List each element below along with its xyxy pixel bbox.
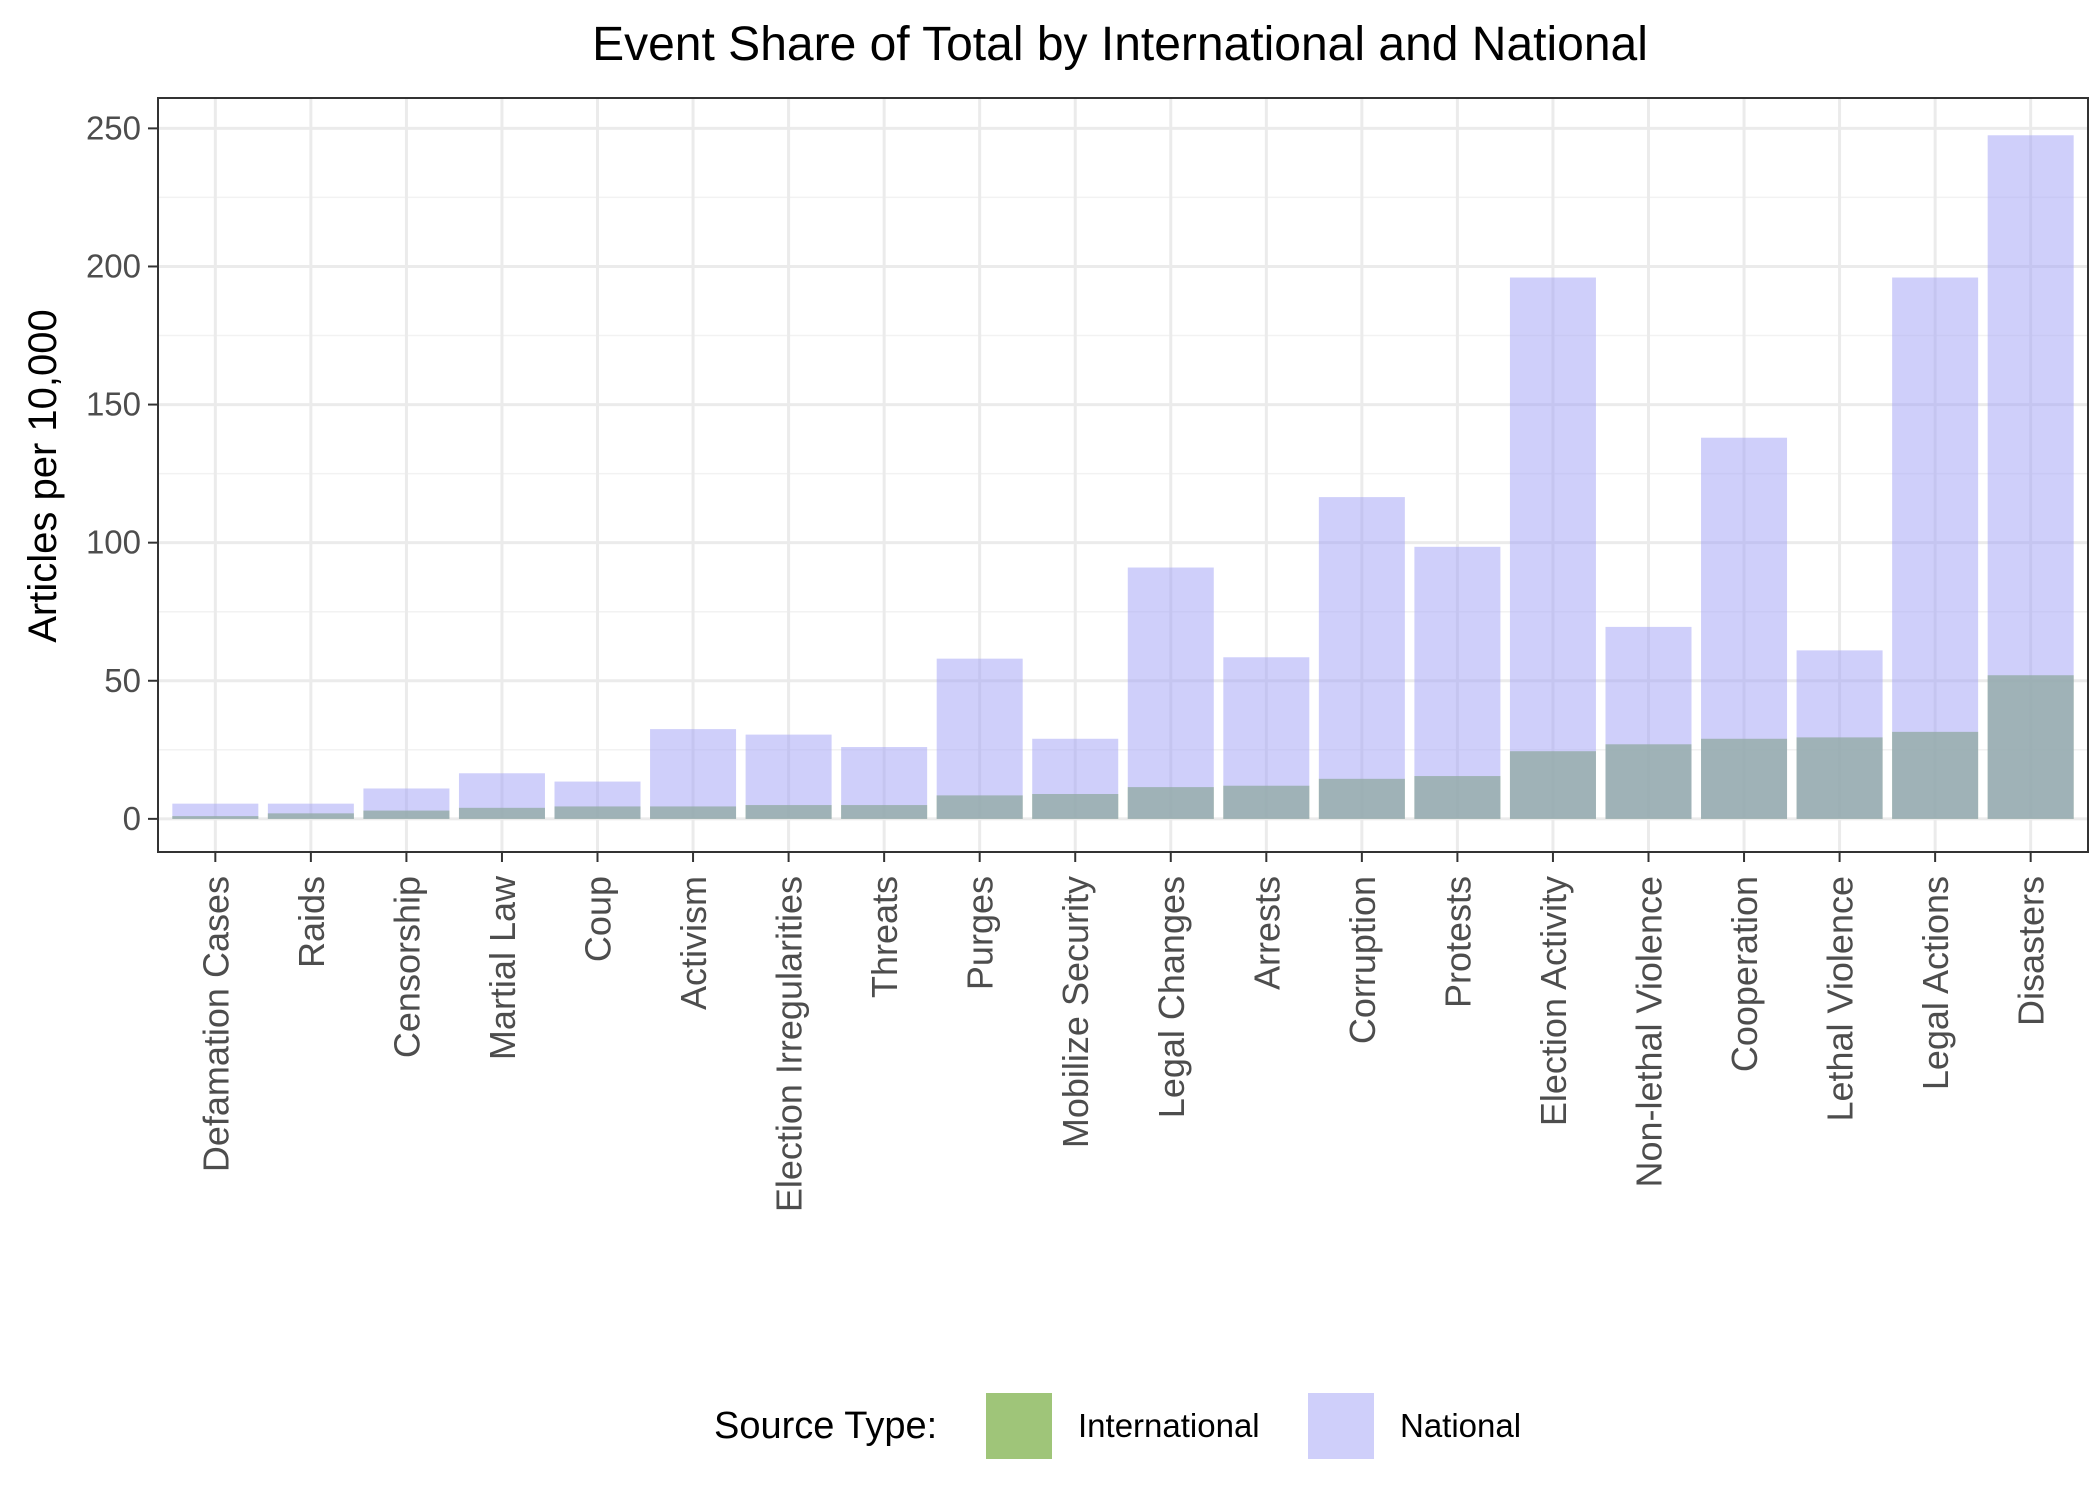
bar-national [1032,738,1119,819]
bar-national [1414,546,1501,819]
bar-national [554,781,641,819]
bar-national [458,773,545,819]
bar-national [267,803,354,819]
axes: 0 50 100 150 200 250 Defamation Cases Raids Cens… [86,109,2052,1212]
legend-items: International National [986,1393,1521,1459]
x-tick-label: Lethal Violence [1820,876,1861,1122]
x-tick-label: Non-lethal Violence [1628,876,1669,1188]
bar-national [841,747,928,819]
bar-national [936,658,1023,819]
x-tick-label: Cooperation [1724,876,1765,1072]
bar-national [1796,650,1883,819]
legend-label: National [1400,1407,1521,1444]
bar-national [1987,135,2074,819]
legend: Source Type: International National [714,1393,1521,1459]
bar-national [1127,567,1214,819]
y-tick-label: 250 [86,109,141,146]
plot-border [157,97,2089,853]
bar-national [1892,277,1979,819]
bar-national [1509,277,1596,819]
x-tick-label: Arrests [1246,876,1287,990]
bar-national [172,803,259,819]
x-tick-label: Election Irregularities [769,876,810,1212]
legend-swatch [1308,1393,1374,1459]
x-tick-label: Purges [960,876,1001,990]
y-tick-label: 100 [86,524,141,561]
bar-national [363,788,450,819]
x-tick-label: Raids [291,876,332,968]
x-tick-label: Legal Actions [1915,876,1956,1090]
bar-national [1605,626,1692,819]
x-tick-label: Defamation Cases [195,876,236,1172]
x-tick-label: Threats [864,876,905,998]
x-tick-label: Election Activity [1533,876,1574,1126]
y-tick-label: 50 [104,662,141,699]
x-tick-label: Disasters [2011,876,2052,1026]
x-tick-label: Corruption [1342,876,1383,1044]
y-tick-label: 150 [86,386,141,423]
y-tick-label: 200 [86,247,141,284]
x-tick-label: Mobilize Security [1055,876,1096,1148]
x-tick-label: Coup [578,876,619,962]
legend-title: Source Type: [714,1405,937,1447]
legend-swatch [986,1393,1052,1459]
x-tick-label: Censorship [386,876,427,1058]
bar-national [1223,657,1310,819]
bar-national [745,734,832,819]
x-tick-label: Legal Changes [1151,876,1192,1118]
bar-national [650,729,737,819]
chart-title: Event Share of Total by International an… [592,18,1648,71]
x-tick-label: Activism [673,876,714,1010]
legend-label: International [1078,1407,1260,1444]
y-axis-title: Articles per 10,000 [21,309,65,643]
y-tick-label: 0 [123,800,141,837]
bar-national [1318,497,1405,819]
x-tick-label: Protests [1437,876,1478,1008]
bars [172,135,2074,819]
x-tick-label: Martial Law [482,875,523,1060]
bar-national [1701,437,1788,819]
